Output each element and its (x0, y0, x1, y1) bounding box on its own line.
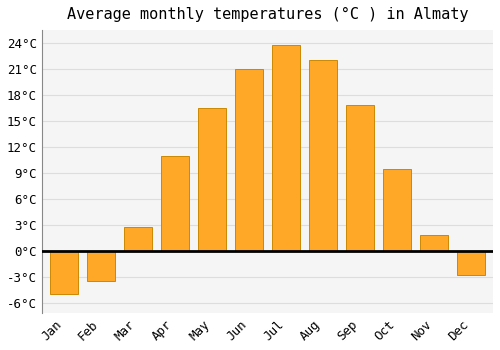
Bar (420, 235, 448, 251)
Bar (272, 45, 300, 251)
Bar (198, 108, 226, 251)
Bar (124, 226, 152, 251)
Bar (457, 251, 484, 275)
Bar (235, 69, 263, 251)
Title: Average monthly temperatures (°C ) in Almaty: Average monthly temperatures (°C ) in Al… (66, 7, 468, 22)
Bar (161, 155, 189, 251)
Bar (383, 169, 411, 251)
Bar (346, 105, 374, 251)
Bar (50, 251, 78, 294)
Bar (309, 60, 337, 251)
Bar (87, 251, 115, 281)
